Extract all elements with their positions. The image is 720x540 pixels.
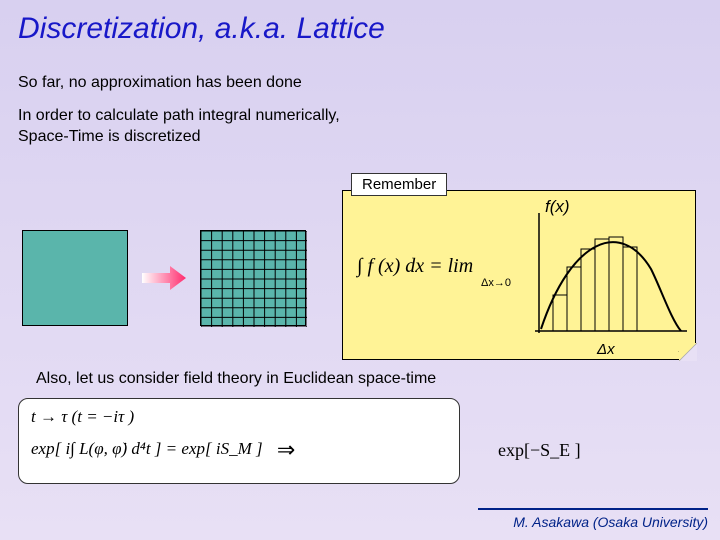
action-row: exp[ i∫ L(φ, φ̇) d⁴t ] = exp[ iS_M ] ⇒ (31, 437, 447, 463)
slide-title: Discretization, a.k.a. Lattice (0, 0, 720, 46)
limit-subscript: Δx→0 (481, 277, 511, 289)
wick-rotation: t → τ (t = −iτ ) (31, 407, 447, 427)
riemann-plot (531, 209, 691, 339)
arrow-icon (142, 263, 186, 293)
footer-attribution: M. Asakawa (Osaka University) (513, 514, 708, 530)
grid-lines (201, 231, 307, 327)
lattice-illustration (22, 230, 306, 326)
lattice-square (200, 230, 306, 326)
text-line-2: In order to calculate path integral nume… (0, 106, 720, 148)
integral-expression: ∫ f (x) dx = lim (357, 255, 473, 278)
remember-panel: Remember f(x) ∫ f (x) dx = lim Δx→0 Δx x (342, 190, 696, 360)
euclidean-formula-box: t → τ (t = −iτ ) exp[ i∫ L(φ, φ̇) d⁴t ] … (18, 398, 460, 484)
euclidean-action: exp[−S_E ] (498, 440, 581, 461)
continuum-square (22, 230, 128, 326)
text-line-3: Also, let us consider field theory in Eu… (18, 370, 436, 388)
text-line-1: So far, no approximation has been done (0, 74, 720, 92)
footer-divider (478, 508, 708, 510)
implies-icon: ⇒ (277, 437, 295, 463)
delta-x-label: Δx (597, 341, 615, 358)
action-left: exp[ i∫ L(φ, φ̇) d⁴t ] = exp[ iS_M ] (31, 439, 263, 458)
page-curl-icon (679, 343, 697, 361)
remember-label: Remember (351, 173, 447, 196)
